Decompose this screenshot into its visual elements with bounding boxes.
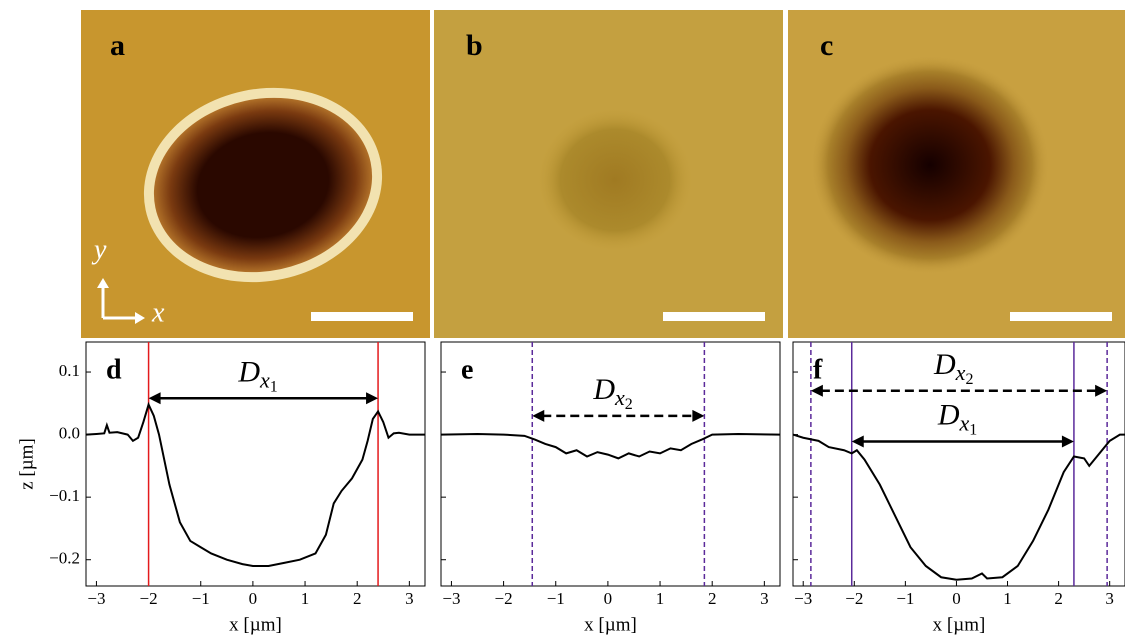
x-tick-label: −1: [192, 589, 210, 608]
profile-line: [85, 401, 425, 567]
x-tick-label: 1: [301, 589, 310, 608]
dimension-subsubscript: 1: [969, 421, 977, 438]
dimension-subscript: x: [259, 367, 270, 392]
x-tick-label: 0: [952, 589, 961, 608]
dimension-subscript: x: [955, 360, 966, 385]
x-tick-label: −2: [495, 589, 513, 608]
x-axis-label: x [µm]: [933, 614, 986, 635]
profile-line: [440, 432, 781, 460]
x-tick-label: 0: [604, 589, 613, 608]
x-tick-label: −3: [794, 589, 812, 608]
x-tick-label: 3: [1105, 589, 1114, 608]
dimension-label: Dx2: [933, 348, 973, 388]
dimension-subscript: x: [614, 385, 625, 410]
panel-label: a: [110, 29, 125, 62]
panel-label: b: [466, 29, 483, 62]
plot-frame: [792, 341, 1125, 587]
dimension-subsubscript: 2: [625, 395, 633, 412]
y-tick-label: 0.0: [59, 424, 80, 443]
dimension-subsubscript: 2: [965, 370, 973, 387]
dimension-symbol: D: [933, 348, 956, 381]
image-c: [788, 10, 1125, 338]
x-tick-label: 1: [1003, 589, 1012, 608]
y-tick-label: 0.1: [59, 361, 80, 380]
x-tick-label: −2: [140, 589, 158, 608]
x-tick-label: 0: [249, 589, 258, 608]
y-tick-label: −0.2: [49, 549, 80, 568]
dimension-label: Dx2: [592, 373, 632, 413]
panel-label: f: [813, 354, 823, 385]
panel-label: d: [106, 354, 122, 385]
x-tick-label: 3: [760, 589, 769, 608]
x-tick-label: −3: [87, 589, 105, 608]
panel-label: c: [820, 29, 833, 62]
x-tick-label: −1: [547, 589, 565, 608]
x-axis-label: x [µm]: [584, 614, 637, 635]
plot-frame: [440, 341, 781, 587]
dimension-symbol: D: [592, 373, 615, 406]
y-tick-label: −0.1: [49, 486, 80, 505]
x-tick-label: 1: [656, 589, 665, 608]
profile-line: [792, 433, 1125, 581]
image-a: [81, 10, 430, 338]
dimension-subsubscript: 1: [270, 378, 278, 395]
dimension-label: Dx1: [937, 398, 977, 438]
axis-label: x: [151, 297, 165, 328]
x-tick-label: 2: [1054, 589, 1063, 608]
panel-label: e: [461, 354, 473, 385]
dimension-symbol: D: [937, 398, 960, 431]
y-axis-label: z [µm]: [16, 438, 37, 490]
x-tick-label: 2: [353, 589, 362, 608]
image-b: [434, 10, 783, 338]
x-tick-label: −3: [442, 589, 460, 608]
x-tick-label: 2: [708, 589, 717, 608]
dimension-symbol: D: [237, 355, 260, 388]
dimension-label: Dx1: [237, 355, 277, 395]
x-tick-label: −1: [896, 589, 914, 608]
dimension-subscript: x: [959, 411, 970, 436]
plot-frame: [85, 341, 426, 587]
axis-label: y: [91, 234, 107, 265]
x-tick-label: −2: [845, 589, 863, 608]
x-axis-label: x [µm]: [229, 614, 282, 635]
x-tick-label: 3: [405, 589, 414, 608]
